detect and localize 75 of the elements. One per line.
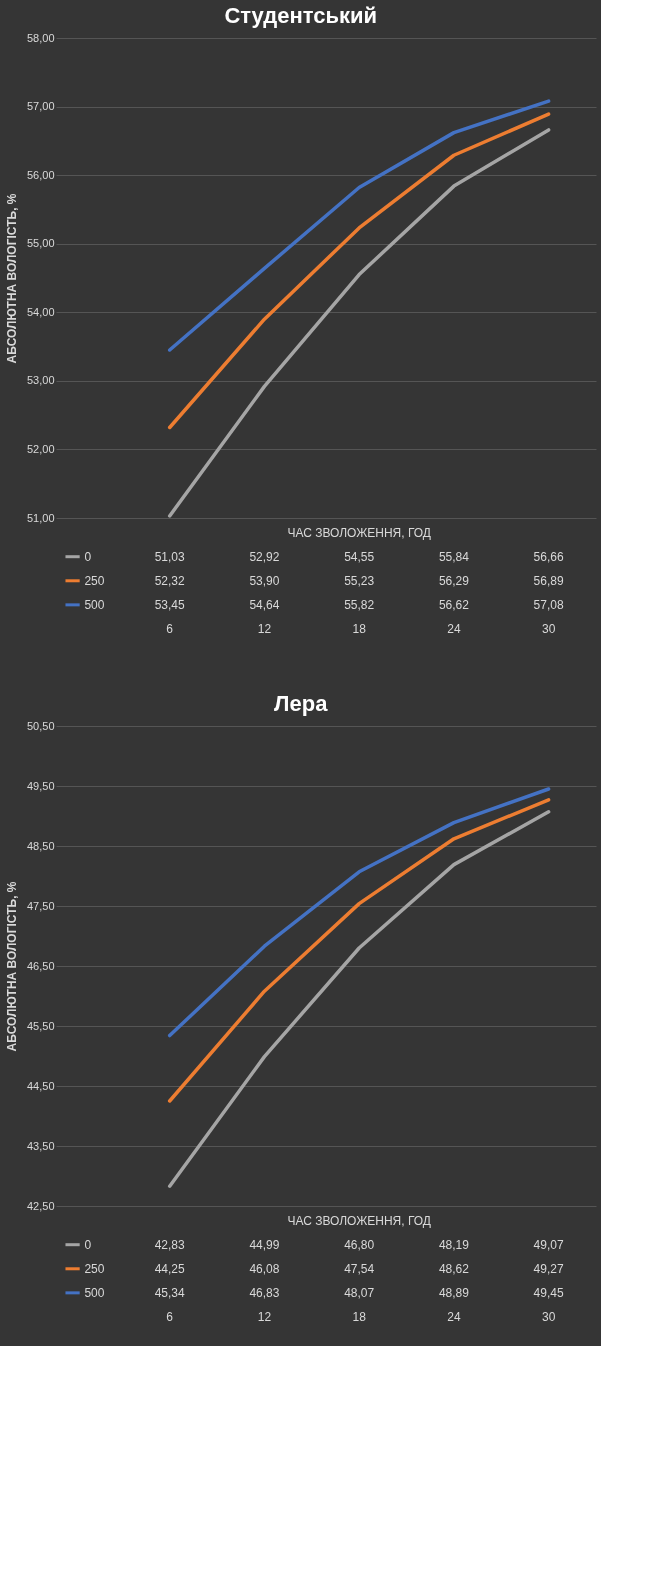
data-label: 44,25 xyxy=(154,1261,186,1276)
y-tick-label: 47,50 xyxy=(26,899,55,912)
y-tick-label: 49,50 xyxy=(26,779,55,792)
data-label: 52,92 xyxy=(249,549,280,564)
line-series xyxy=(167,128,551,518)
chart-title: Студентський xyxy=(224,3,378,28)
data-label: 48,62 xyxy=(438,1261,470,1276)
y-tick-label: 42,50 xyxy=(26,1199,55,1212)
y-tick-label: 55,00 xyxy=(26,237,55,250)
x-tick-label: 18 xyxy=(352,1309,367,1324)
legend-label: 500 xyxy=(84,597,105,612)
y-axis-title: АБСОЛЮТНА ВОЛОГІСТЬ, % xyxy=(4,193,19,364)
data-label: 44,99 xyxy=(249,1237,280,1252)
data-label: 53,90 xyxy=(249,573,280,588)
y-tick-label: 52,00 xyxy=(26,442,55,455)
x-tick-label: 24 xyxy=(447,1309,461,1324)
data-label: 57,08 xyxy=(533,597,564,612)
line-series xyxy=(167,798,551,1103)
y-tick-label: 43,50 xyxy=(26,1139,55,1152)
data-label: 48,19 xyxy=(438,1237,470,1252)
y-tick-label: 50,50 xyxy=(26,719,55,732)
data-label: 48,89 xyxy=(438,1285,470,1300)
data-label: 54,55 xyxy=(344,549,375,564)
data-label: 47,54 xyxy=(344,1261,375,1276)
x-tick-label: 12 xyxy=(257,621,272,636)
data-label: 49,27 xyxy=(533,1261,564,1276)
data-label: 46,80 xyxy=(344,1237,375,1252)
chart-title: Лера xyxy=(274,691,329,716)
data-label: 56,62 xyxy=(438,597,470,612)
legend-label: 250 xyxy=(84,1261,105,1276)
data-label: 56,29 xyxy=(438,573,470,588)
data-label: 46,08 xyxy=(249,1261,280,1276)
data-label: 56,66 xyxy=(533,549,564,564)
y-tick-label: 57,00 xyxy=(26,100,55,113)
y-tick-label: 53,00 xyxy=(26,374,55,387)
data-label: 51,03 xyxy=(154,549,186,564)
data-label: 53,45 xyxy=(154,597,186,612)
line-series xyxy=(167,99,551,352)
y-tick-label: 46,50 xyxy=(26,959,55,972)
x-axis-title: ЧАС ЗВОЛОЖЕННЯ, ГОД xyxy=(287,525,431,540)
data-label: 48,07 xyxy=(344,1285,375,1300)
data-label: 52,32 xyxy=(154,573,186,588)
y-tick-label: 58,00 xyxy=(26,31,55,44)
data-label: 46,83 xyxy=(249,1285,280,1300)
x-tick-label: 12 xyxy=(257,1309,272,1324)
line-series xyxy=(167,787,551,1038)
y-tick-label: 54,00 xyxy=(26,305,55,318)
data-label: 45,34 xyxy=(154,1285,186,1300)
y-tick-label: 56,00 xyxy=(26,168,55,181)
x-tick-label: 30 xyxy=(541,621,556,636)
x-axis-title: ЧАС ЗВОЛОЖЕННЯ, ГОД xyxy=(287,1213,431,1228)
data-label: 55,82 xyxy=(344,597,375,612)
line-series xyxy=(167,112,551,430)
x-tick-label: 18 xyxy=(352,621,367,636)
y-tick-label: 44,50 xyxy=(26,1079,55,1092)
data-label: 55,23 xyxy=(344,573,375,588)
line-series xyxy=(167,810,551,1188)
legend-label: 500 xyxy=(84,1285,105,1300)
y-tick-label: 51,00 xyxy=(26,511,55,524)
x-tick-label: 6 xyxy=(166,621,174,636)
x-tick-label: 30 xyxy=(541,1309,556,1324)
data-label: 49,07 xyxy=(533,1237,564,1252)
y-tick-label: 48,50 xyxy=(26,839,55,852)
legend-label: 0 xyxy=(84,1237,92,1252)
y-axis-title: АБСОЛЮТНА ВОЛОГІСТЬ, % xyxy=(4,881,19,1052)
x-tick-label: 6 xyxy=(166,1309,174,1324)
data-label: 54,64 xyxy=(249,597,280,612)
data-label: 55,84 xyxy=(438,549,470,564)
data-label: 56,89 xyxy=(533,573,564,588)
y-tick-label: 45,50 xyxy=(26,1019,55,1032)
legend-label: 250 xyxy=(84,573,105,588)
legend-label: 0 xyxy=(84,549,92,564)
data-label: 49,45 xyxy=(533,1285,564,1300)
x-tick-label: 24 xyxy=(447,621,461,636)
data-label: 42,83 xyxy=(154,1237,186,1252)
